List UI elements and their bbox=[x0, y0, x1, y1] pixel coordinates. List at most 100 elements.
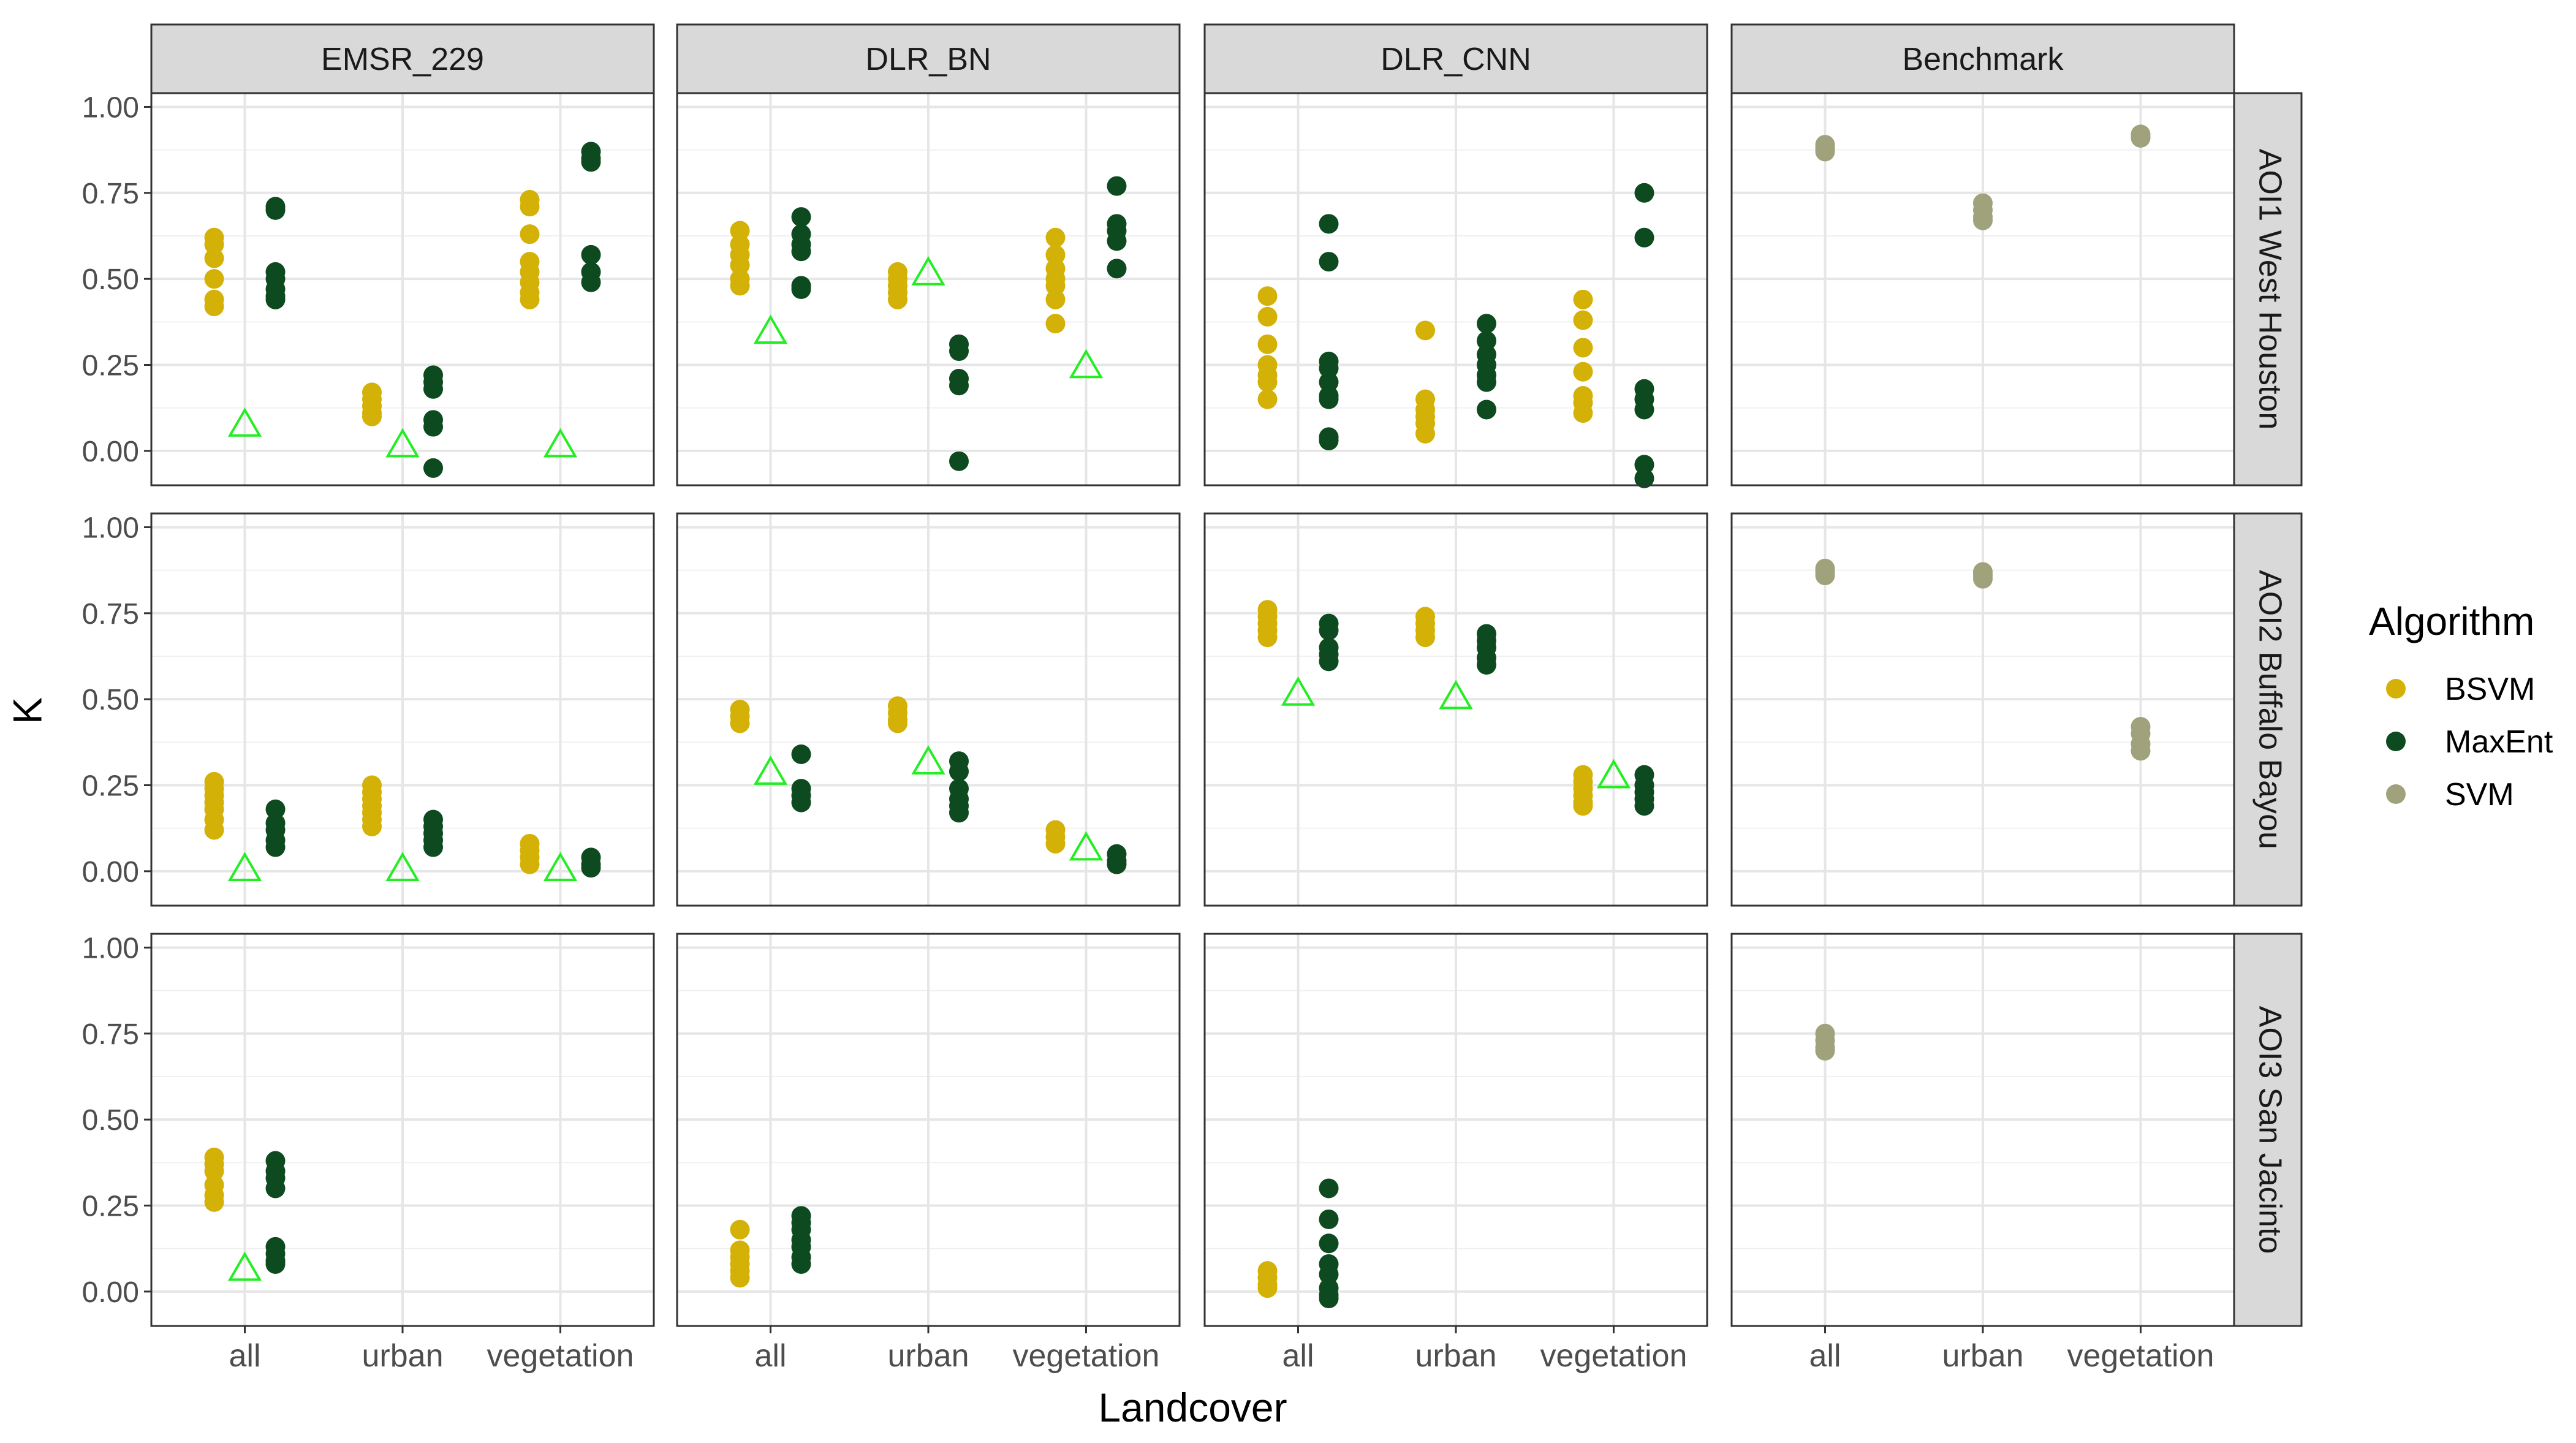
data-point-maxent bbox=[1319, 651, 1339, 672]
data-point-bsvm bbox=[204, 248, 224, 268]
data-point-maxent bbox=[949, 762, 969, 782]
data-point-bsvm bbox=[520, 289, 540, 309]
data-point-maxent bbox=[265, 1178, 286, 1199]
x-tick-label: all bbox=[229, 1338, 261, 1374]
panel-data-0-3 bbox=[1815, 124, 2151, 230]
data-point-bsvm bbox=[1573, 289, 1593, 309]
reference-triangle-marker bbox=[911, 745, 945, 775]
y-tick-label: 1.00 bbox=[82, 91, 139, 124]
data-point-svm bbox=[2131, 741, 2151, 761]
panel-data-2-1 bbox=[730, 1206, 811, 1288]
data-point-svm bbox=[2131, 127, 2151, 148]
data-point-maxent bbox=[791, 279, 811, 299]
data-point-maxent bbox=[1634, 227, 1654, 248]
x-tick-label: all bbox=[755, 1338, 787, 1374]
y-tick-label: 0.00 bbox=[82, 856, 139, 888]
data-point-bsvm bbox=[888, 713, 907, 733]
y-tick-label: 0.00 bbox=[82, 1276, 139, 1309]
x-tick-label: vegetation bbox=[1012, 1338, 1159, 1374]
data-point-maxent bbox=[1477, 314, 1496, 334]
data-point-svm bbox=[1815, 566, 1835, 586]
data-point-maxent bbox=[1107, 231, 1127, 251]
legend: Algorithm BSVM MaxEnt SVM bbox=[2369, 599, 2553, 812]
data-point-maxent bbox=[581, 858, 601, 878]
data-point-maxent bbox=[581, 152, 601, 172]
x-tick-label: vegetation bbox=[1540, 1338, 1687, 1374]
data-point-bsvm bbox=[520, 224, 540, 244]
legend-swatch bbox=[2386, 732, 2406, 751]
x-tick-label: urban bbox=[362, 1338, 444, 1374]
data-point-maxent bbox=[1634, 400, 1654, 420]
legend-item-bsvm: BSVM bbox=[2386, 672, 2535, 707]
data-point-maxent bbox=[265, 200, 286, 220]
data-point-maxent bbox=[1319, 252, 1339, 272]
y-tick-label: 1.00 bbox=[82, 932, 139, 964]
column-strip-1: DLR_BN bbox=[676, 23, 1181, 94]
data-point-maxent bbox=[1107, 259, 1127, 279]
panel-1-1 bbox=[677, 513, 1180, 906]
data-point-bsvm bbox=[730, 255, 750, 275]
data-point-maxent bbox=[1319, 1233, 1339, 1254]
panel-data-0-2 bbox=[1257, 183, 1654, 488]
legend-item-maxent: MaxEnt bbox=[2386, 724, 2553, 760]
data-point-maxent bbox=[791, 744, 811, 764]
data-point-maxent bbox=[1319, 620, 1339, 640]
data-point-maxent bbox=[1319, 1264, 1339, 1284]
strip-background bbox=[2233, 933, 2303, 1327]
data-point-maxent bbox=[1477, 400, 1496, 420]
data-point-bsvm bbox=[1257, 627, 1278, 648]
reference-triangle-marker bbox=[385, 428, 420, 458]
column-strip-3: Benchmark bbox=[1730, 23, 2235, 94]
row-strip-label: AOI3 San Jacinto bbox=[2252, 1006, 2287, 1254]
data-point-bsvm bbox=[1045, 314, 1066, 334]
data-point-maxent bbox=[1634, 796, 1654, 816]
legend-item-svm: SVM bbox=[2386, 777, 2514, 812]
data-point-bsvm bbox=[730, 276, 750, 296]
data-point-bsvm bbox=[1257, 372, 1278, 392]
panel-data-1-0 bbox=[204, 771, 601, 882]
data-point-maxent bbox=[1319, 372, 1339, 392]
data-point-maxent bbox=[581, 272, 601, 292]
column-strip-label: EMSR_229 bbox=[321, 42, 484, 77]
row-strip-label: AOI2 Buffalo Bayou bbox=[2252, 570, 2287, 849]
row-strip-0: AOI1 West Houston bbox=[2233, 92, 2303, 487]
data-point-maxent bbox=[265, 799, 286, 819]
data-point-maxent bbox=[791, 207, 811, 227]
data-point-svm bbox=[1815, 142, 1835, 162]
y-tick-label: 0.75 bbox=[82, 178, 139, 210]
data-point-bsvm bbox=[362, 406, 382, 426]
panel-0-1 bbox=[677, 93, 1180, 485]
data-point-maxent bbox=[423, 458, 443, 478]
strip-background bbox=[2233, 92, 2303, 487]
data-point-bsvm bbox=[204, 269, 224, 289]
y-tick-label: 0.50 bbox=[82, 263, 139, 296]
y-tick-label: 0.75 bbox=[82, 1018, 139, 1051]
data-point-maxent bbox=[1319, 1178, 1339, 1199]
panel-data-2-0 bbox=[204, 1147, 286, 1281]
reference-triangle-marker bbox=[1596, 759, 1631, 789]
panel-0-0 bbox=[151, 93, 654, 485]
panel-data-2-2 bbox=[1257, 1178, 1339, 1309]
data-point-maxent bbox=[1634, 468, 1654, 488]
x-tick-label: urban bbox=[1415, 1338, 1497, 1374]
strip-background bbox=[1730, 23, 2235, 94]
reference-triangle-marker bbox=[543, 852, 578, 882]
panel-data-1-2 bbox=[1257, 600, 1654, 816]
x-tick-label: all bbox=[1282, 1338, 1314, 1374]
data-point-bsvm bbox=[362, 816, 382, 836]
data-point-bsvm bbox=[1415, 320, 1435, 341]
data-point-bsvm bbox=[730, 1268, 750, 1288]
y-tick-label: 0.25 bbox=[82, 770, 139, 803]
panel-0-2 bbox=[1205, 93, 1707, 485]
data-point-bsvm bbox=[520, 854, 540, 874]
panel-2-1 bbox=[677, 934, 1180, 1326]
data-point-bsvm bbox=[204, 820, 224, 840]
panel-data-1-3 bbox=[1815, 558, 2151, 761]
data-point-bsvm bbox=[1045, 227, 1066, 248]
reference-triangle-marker bbox=[1439, 680, 1473, 710]
data-point-bsvm bbox=[204, 235, 224, 255]
panel-data-0-0 bbox=[204, 142, 601, 478]
reference-triangle-marker bbox=[1069, 349, 1104, 379]
reference-triangle-marker bbox=[1281, 676, 1316, 706]
strip-background bbox=[150, 23, 655, 94]
